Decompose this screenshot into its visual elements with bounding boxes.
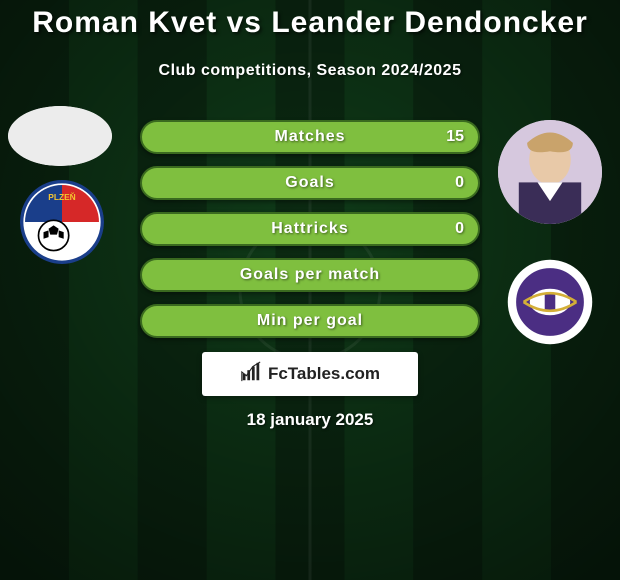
subtitle: Club competitions, Season 2024/2025: [0, 62, 620, 80]
stat-label: Goals: [285, 174, 334, 192]
stat-value-right: 15: [446, 128, 464, 146]
stat-row: Matches 15: [140, 120, 480, 154]
bar-chart-icon: [240, 361, 262, 388]
stat-row: Min per goal: [140, 304, 480, 338]
svg-text:PLZEŇ: PLZEŇ: [48, 191, 75, 202]
stat-label: Goals per match: [240, 266, 380, 284]
stat-row: Hattricks 0: [140, 212, 480, 246]
stat-label: Min per goal: [257, 312, 363, 330]
stat-row: Goals per match: [140, 258, 480, 292]
stat-value-right: 0: [455, 220, 464, 238]
page-title: Roman Kvet vs Leander Dendoncker: [0, 0, 620, 40]
club-badge-right: [506, 258, 594, 346]
player-photo-left: [8, 106, 112, 166]
stat-row: Goals 0: [140, 166, 480, 200]
watermark: FcTables.com: [202, 352, 418, 396]
stats-list: Matches 15 Goals 0 Hattricks 0 Goals per match…: [140, 120, 480, 350]
club-badge-left: PLZEŇ: [20, 178, 104, 266]
player-photo-right: [498, 120, 602, 224]
stat-value-right: 0: [455, 174, 464, 192]
stat-label: Hattricks: [271, 220, 348, 238]
stat-label: Matches: [274, 128, 345, 146]
watermark-text: FcTables.com: [268, 364, 380, 384]
date-label: 18 january 2025: [0, 410, 620, 430]
